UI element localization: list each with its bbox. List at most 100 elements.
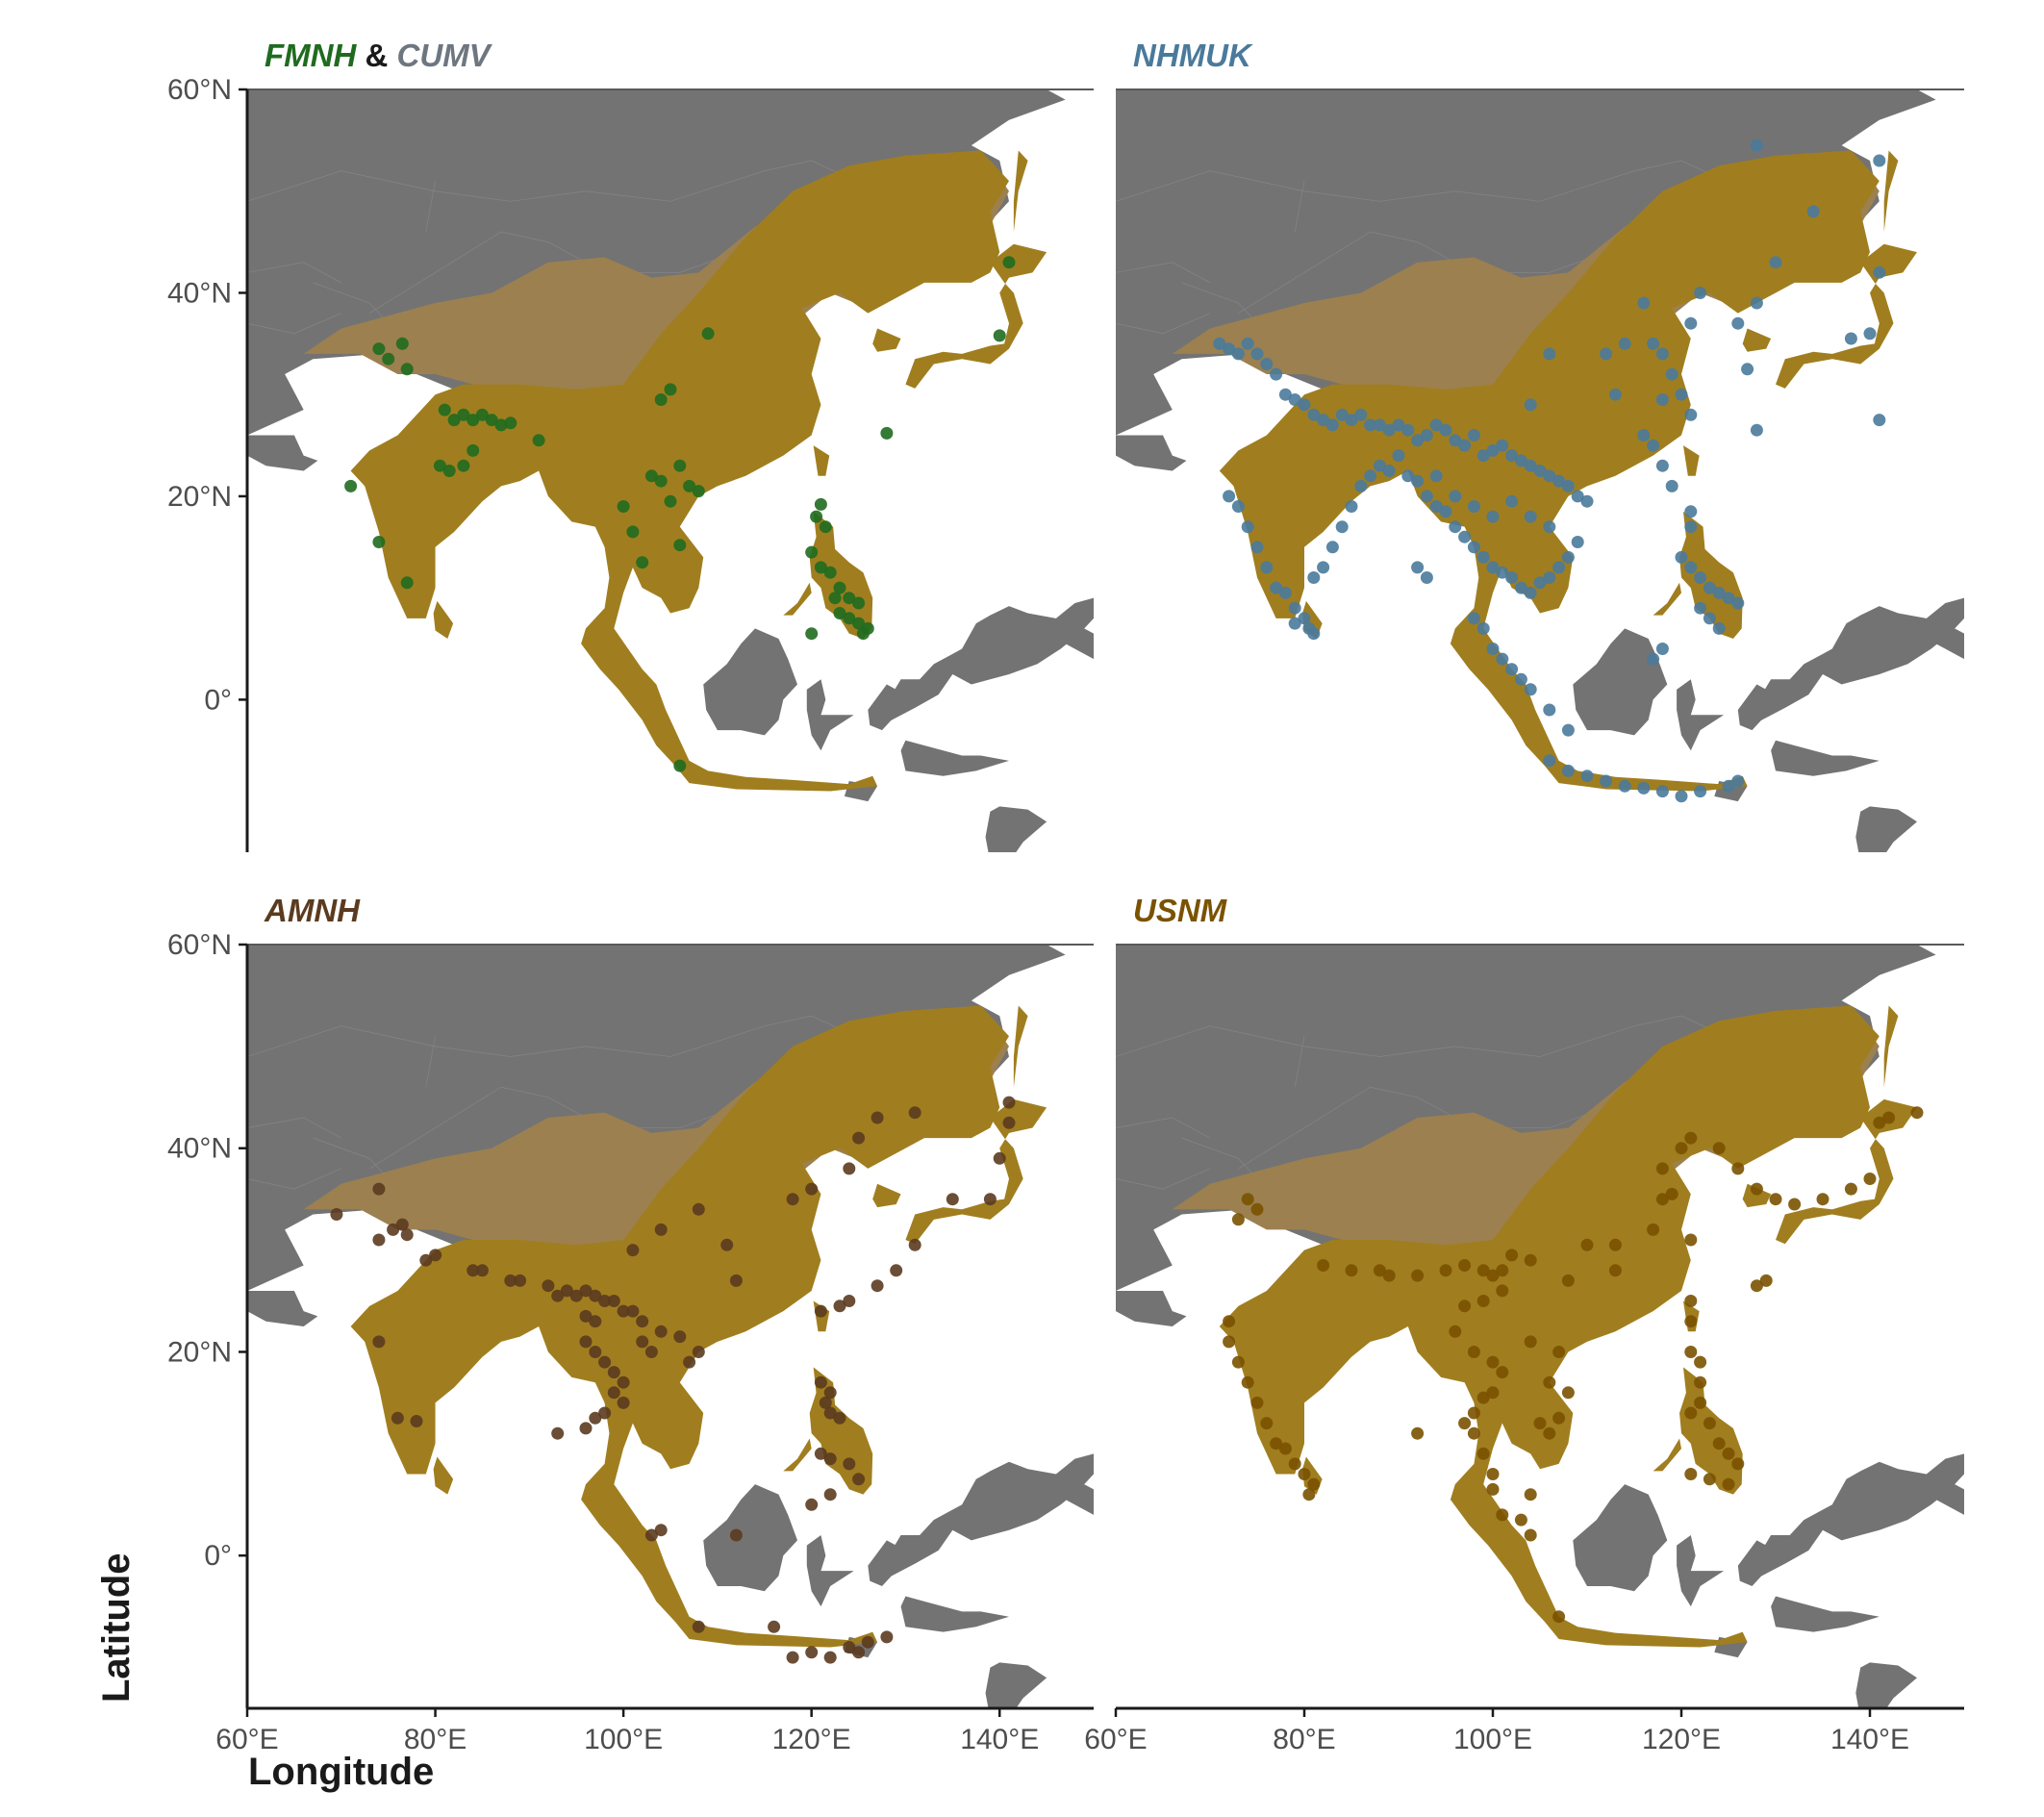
- specimen-point: [457, 459, 470, 472]
- specimen-point: [1298, 398, 1311, 412]
- specimen-point: [1731, 1457, 1745, 1471]
- specimen-points: [1213, 139, 1886, 803]
- specimen-point: [1260, 1417, 1274, 1430]
- specimen-point: [1250, 541, 1264, 554]
- specimen-point: [514, 1274, 527, 1287]
- specimen-point: [1496, 652, 1509, 666]
- specimen-point: [1524, 586, 1537, 599]
- specimen-point: [579, 1422, 593, 1435]
- specimen-point: [494, 418, 508, 432]
- specimen-point: [1675, 790, 1688, 803]
- specimen-point: [1543, 703, 1556, 717]
- specimen-point: [438, 403, 451, 416]
- specimen-point: [1411, 1426, 1425, 1440]
- specimen-point: [1655, 643, 1669, 655]
- specimen-point: [1250, 1396, 1264, 1409]
- specimen-point: [598, 1406, 612, 1420]
- specimen-point: [1439, 423, 1452, 437]
- specimen-point: [1561, 550, 1575, 564]
- specimen-point: [1571, 536, 1584, 548]
- specimen-point: [1863, 327, 1877, 341]
- y-tick-label: 60°N: [167, 929, 232, 961]
- specimen-point: [1345, 500, 1358, 513]
- specimen-point: [1655, 393, 1669, 406]
- map-panel-amnh: AMNH: [247, 893, 1094, 1719]
- specimen-point: [1302, 1488, 1316, 1502]
- specimen-point: [1505, 1249, 1519, 1262]
- specimen-point: [372, 1182, 386, 1196]
- specimen-point: [485, 414, 498, 427]
- specimen-point: [1364, 469, 1377, 483]
- specimen-point: [1731, 316, 1745, 330]
- specimen-point: [1486, 561, 1500, 574]
- specimen-point: [1449, 490, 1462, 503]
- specimen-point: [1684, 1131, 1698, 1145]
- x-tick-label: 80°E: [404, 1724, 467, 1755]
- specimen-point: [1401, 423, 1415, 437]
- specimen-point: [1543, 1426, 1556, 1440]
- specimen-point: [1873, 265, 1886, 279]
- specimen-point: [1467, 1426, 1480, 1440]
- specimen-point: [683, 1355, 696, 1369]
- specimen-point: [852, 1473, 866, 1486]
- specimen-point: [617, 500, 630, 513]
- specimen-point: [1552, 1411, 1566, 1425]
- specimen-point: [551, 1426, 565, 1440]
- specimen-point: [1411, 1269, 1425, 1282]
- specimen-point: [1317, 1259, 1330, 1272]
- specimen-point: [861, 621, 874, 635]
- specimen-point: [1722, 1477, 1735, 1491]
- panel-title: NHMUK: [1133, 38, 1253, 73]
- specimen-point: [1722, 779, 1735, 793]
- specimen-point: [692, 1346, 705, 1358]
- specimen-point: [1788, 1198, 1802, 1211]
- specimen-point: [1561, 479, 1575, 492]
- specimen-point: [1731, 774, 1745, 788]
- specimen-point: [644, 469, 658, 483]
- specimen-point: [1731, 1162, 1745, 1175]
- specimen-point: [673, 459, 687, 472]
- specimen-point: [644, 1528, 658, 1542]
- specimen-point: [1722, 1447, 1735, 1460]
- specimen-point: [1561, 764, 1575, 777]
- specimen-point: [1684, 1295, 1698, 1307]
- specimen-point: [1288, 617, 1301, 630]
- x-tick-label: 60°E: [215, 1724, 278, 1755]
- specimen-point: [1816, 1193, 1830, 1206]
- specimen-point: [1684, 1233, 1698, 1247]
- specimen-point: [1703, 581, 1716, 594]
- specimen-point: [664, 494, 677, 508]
- specimen-point: [429, 1249, 442, 1262]
- specimen-point: [1288, 1457, 1301, 1471]
- specimen-point: [372, 342, 386, 356]
- specimen-point: [1270, 1437, 1283, 1451]
- specimen-point: [692, 1620, 705, 1633]
- specimen-point: [1505, 571, 1519, 584]
- specimen-point: [852, 1131, 866, 1145]
- specimen-point: [1439, 1264, 1452, 1277]
- specimen-point: [400, 1228, 414, 1242]
- specimen-point: [673, 1330, 687, 1344]
- specimen-point: [1694, 601, 1707, 615]
- specimen-points: [344, 256, 1016, 772]
- specimen-point: [908, 1106, 921, 1120]
- specimen-point: [1759, 1274, 1773, 1287]
- specimen-point: [1449, 434, 1462, 447]
- x-tick-label: 100°E: [584, 1724, 663, 1755]
- specimen-point: [654, 474, 668, 488]
- specimen-point: [1354, 408, 1368, 421]
- specimen-point: [382, 352, 395, 366]
- specimen-point: [589, 1315, 602, 1328]
- specimen-point: [1694, 1396, 1707, 1409]
- specimen-point: [1552, 474, 1566, 488]
- specimen-point: [814, 561, 827, 574]
- x-tick-label: 60°E: [1084, 1724, 1147, 1755]
- y-tick-label: 40°N: [167, 1133, 232, 1165]
- specimen-point: [880, 1630, 894, 1644]
- specimen-point: [1345, 1264, 1358, 1277]
- axes: 60°N 40°N 20°N 0° 60°N 40°N 20°N 0° 60°E 80°E 100°…: [167, 74, 1964, 1755]
- specimen-point: [1675, 1142, 1688, 1155]
- specimen-point: [1449, 1325, 1462, 1338]
- specimen-point: [1458, 1300, 1472, 1313]
- specimen-point: [1741, 363, 1754, 376]
